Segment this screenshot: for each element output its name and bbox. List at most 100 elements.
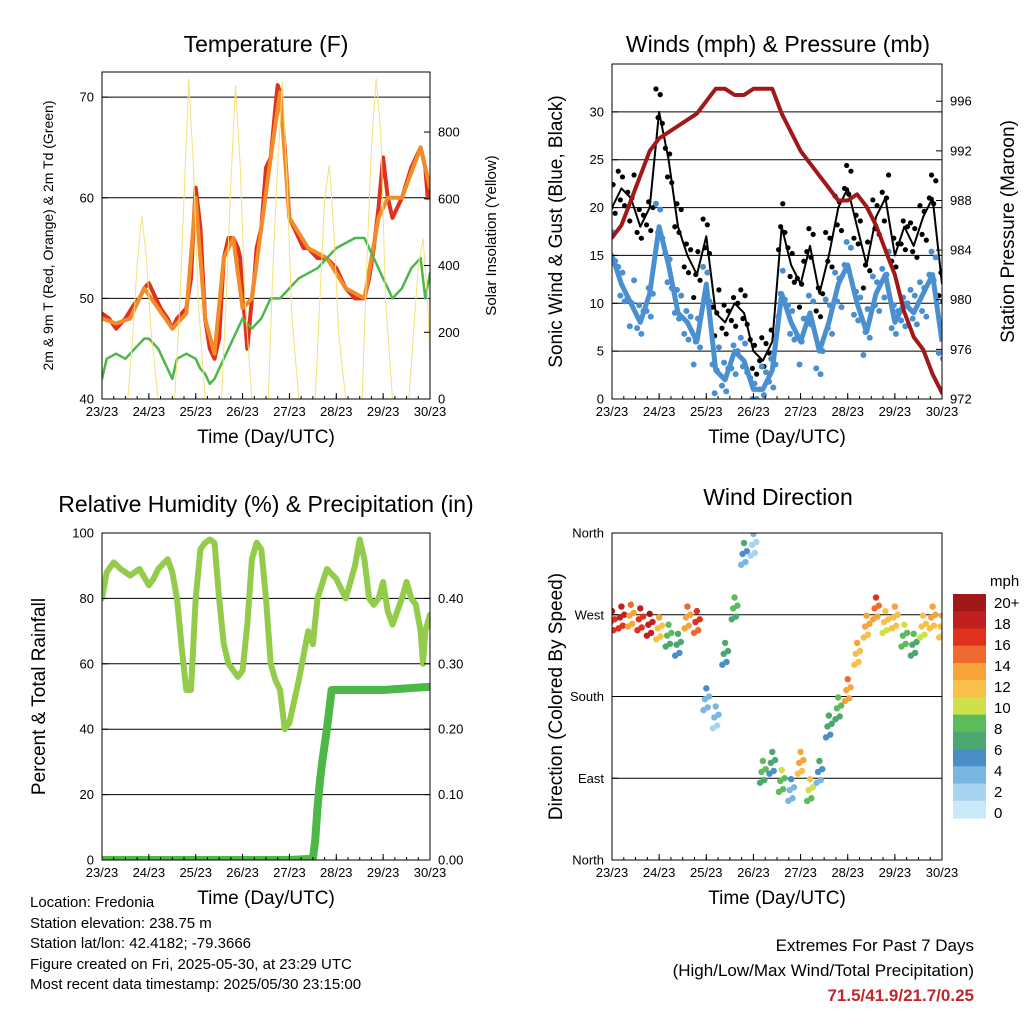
- direction-point: [789, 795, 796, 802]
- wind-point: [730, 342, 737, 349]
- direction-point: [827, 731, 834, 738]
- wind-point: [770, 384, 777, 391]
- wind-point: [822, 296, 829, 303]
- gust-point: [695, 249, 701, 255]
- gust-point: [733, 323, 739, 329]
- x-tick-label: 25/23: [179, 865, 212, 880]
- wind-point: [711, 390, 718, 397]
- direction-point: [882, 607, 889, 615]
- wind-point: [805, 292, 812, 299]
- direction-point: [666, 640, 674, 648]
- x-tick-label: 27/23: [273, 865, 306, 880]
- wind-point: [619, 269, 626, 276]
- gust-point: [636, 206, 642, 213]
- gust-point: [910, 249, 916, 255]
- colorbar-swatch: [953, 766, 986, 785]
- solar-series: [102, 78, 430, 399]
- wind-point: [704, 269, 711, 276]
- direction-point: [657, 633, 664, 640]
- gust-point: [643, 222, 650, 228]
- wind-point: [866, 334, 873, 341]
- direction-point: [647, 629, 655, 637]
- direction-point: [684, 603, 691, 610]
- wind-point: [879, 265, 886, 272]
- y2-tick-label: 984: [950, 243, 972, 258]
- colorbar-label: 20+: [994, 595, 1020, 612]
- direction-point: [655, 614, 663, 621]
- direction-point: [835, 694, 842, 701]
- humidity-precip-panel: 23/23 24/23 25/23 26/23 27/23 28/23 29/23 30/23…: [29, 491, 474, 909]
- colorbar-swatch: [953, 783, 986, 802]
- gust-point: [823, 229, 829, 236]
- direction-point: [703, 685, 710, 692]
- gust-point: [648, 227, 654, 234]
- direction-point: [809, 784, 817, 791]
- wind-point: [843, 239, 850, 246]
- gust-point: [841, 185, 848, 192]
- wind-point: [681, 330, 688, 337]
- x-tick-label: 24/23: [133, 865, 166, 880]
- wind-point: [718, 382, 725, 389]
- gust-point: [928, 172, 935, 178]
- direction-point: [797, 748, 804, 756]
- wind-point: [617, 292, 624, 299]
- gust-point: [851, 235, 857, 241]
- direction-point: [903, 629, 911, 637]
- direction-point: [715, 711, 722, 718]
- direction-point: [649, 618, 656, 626]
- wind-point: [916, 279, 923, 286]
- wind-point: [923, 313, 930, 320]
- x-tick-label: 23/23: [86, 404, 119, 419]
- gust-point: [886, 172, 892, 178]
- gust-point: [612, 210, 618, 216]
- x-tick-label: 24/23: [643, 404, 676, 419]
- direction-point: [921, 631, 928, 638]
- y2-tick-label: 0.40: [438, 591, 463, 606]
- x-tick-label: 25/23: [690, 404, 723, 419]
- wind-point: [940, 355, 942, 362]
- direction-point: [704, 704, 711, 711]
- wind-point: [687, 313, 694, 320]
- gust-point: [810, 231, 816, 237]
- gust-point: [919, 231, 925, 237]
- y2-tick-label: 988: [950, 193, 972, 208]
- x-tick-label: 24/23: [133, 404, 166, 419]
- direction-point: [639, 613, 647, 620]
- station-info: Location: Fredonia Station elevation: 23…: [30, 893, 361, 996]
- direction-point: [750, 533, 757, 538]
- wind-point: [902, 323, 909, 330]
- wind-point: [606, 275, 612, 281]
- x-tick-label: 24/23: [643, 865, 676, 880]
- y-tick-label: 40: [80, 392, 94, 407]
- direction-point: [696, 616, 703, 623]
- wind-point: [636, 302, 643, 309]
- wind-point: [911, 292, 918, 299]
- wind-point: [913, 321, 920, 328]
- direction-point: [665, 621, 672, 628]
- x-tick-label: 25/23: [690, 865, 723, 880]
- gust-point: [914, 254, 920, 260]
- y-tick-label: 0: [87, 853, 94, 868]
- panel-title: Relative Humidity (%) & Precipitation (i…: [58, 491, 473, 517]
- gust-point: [870, 197, 876, 203]
- wind-point: [678, 292, 685, 299]
- gust-point: [857, 218, 863, 224]
- gust-point: [631, 172, 637, 178]
- wind-point: [909, 315, 916, 322]
- gust-point: [867, 268, 873, 274]
- direction-point: [734, 602, 741, 609]
- gust-point: [912, 226, 918, 232]
- wind-point: [860, 351, 867, 358]
- direction-point: [885, 616, 892, 623]
- y2-tick-label: 800: [438, 125, 460, 140]
- gust-point: [697, 277, 703, 283]
- direction-point: [658, 622, 666, 629]
- gust-point: [865, 239, 871, 245]
- direction-point: [790, 784, 798, 791]
- colorbar-swatch: [953, 662, 986, 681]
- x-tick-label: 28/23: [831, 404, 864, 419]
- y-tick-label: 0: [597, 392, 604, 407]
- panel-title: Wind Direction: [703, 484, 853, 510]
- gust-point: [813, 308, 819, 314]
